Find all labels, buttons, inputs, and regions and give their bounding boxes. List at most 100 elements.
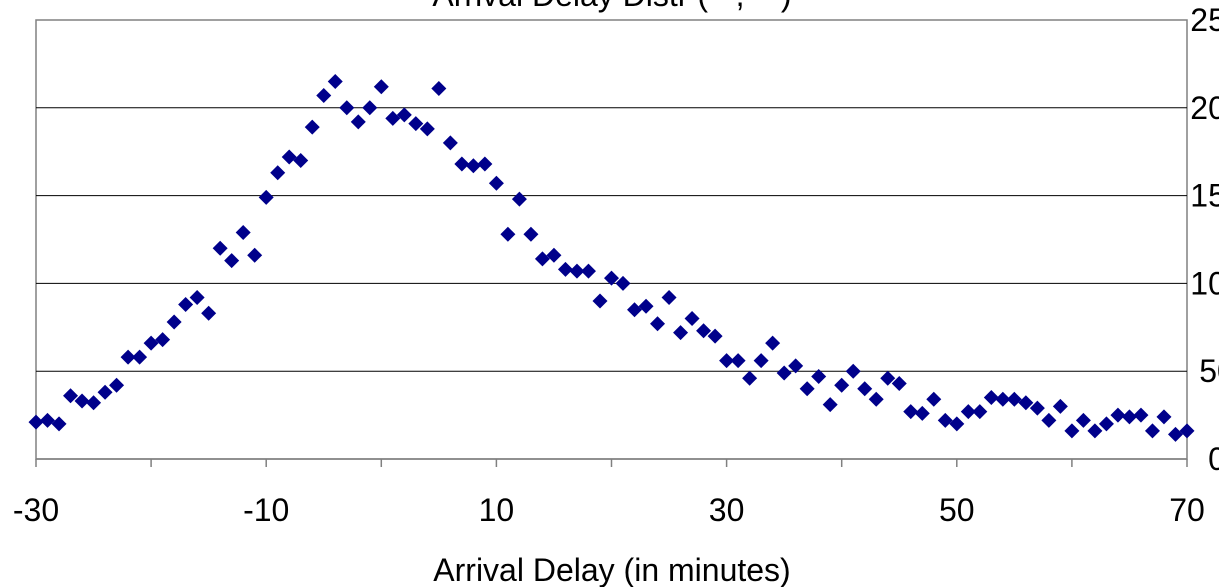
- data-point: [51, 416, 67, 432]
- data-point: [845, 363, 861, 379]
- data-point: [949, 416, 965, 432]
- data-point: [178, 296, 194, 312]
- data-point: [1087, 423, 1103, 439]
- data-point: [753, 353, 769, 369]
- gridlines: [36, 107, 1187, 372]
- data-point: [339, 100, 355, 116]
- data-point: [673, 325, 689, 341]
- data-point: [316, 88, 332, 104]
- data-point: [857, 381, 873, 397]
- data-point: [730, 353, 746, 369]
- data-points: [28, 73, 1195, 442]
- data-point: [1121, 409, 1137, 425]
- x-tick-label: -10: [243, 492, 289, 528]
- data-point: [719, 353, 735, 369]
- data-point: [189, 289, 205, 305]
- data-point: [788, 358, 804, 374]
- x-tick-label: 70: [1169, 492, 1205, 528]
- data-point: [304, 119, 320, 135]
- data-point: [477, 156, 493, 172]
- data-point: [293, 152, 309, 168]
- data-point: [327, 73, 343, 89]
- data-point: [132, 349, 148, 365]
- data-point: [63, 388, 79, 404]
- data-point: [707, 328, 723, 344]
- y-tick-label: 100: [1190, 265, 1219, 301]
- data-point: [684, 311, 700, 327]
- x-tick-label: 50: [939, 492, 975, 528]
- data-point: [1075, 412, 1091, 428]
- data-point: [28, 414, 44, 430]
- x-tick-label: -30: [13, 492, 59, 528]
- data-point: [224, 253, 240, 269]
- data-point: [120, 349, 136, 365]
- data-point: [615, 275, 631, 291]
- data-point: [960, 404, 976, 420]
- data-point: [258, 189, 274, 205]
- data-point: [926, 391, 942, 407]
- data-point: [454, 156, 470, 172]
- data-point: [1041, 412, 1057, 428]
- data-point: [880, 370, 896, 386]
- data-point: [661, 289, 677, 305]
- data-point: [799, 381, 815, 397]
- data-point: [592, 293, 608, 309]
- y-tick-label: 200: [1190, 90, 1219, 126]
- data-point: [972, 404, 988, 420]
- data-point: [86, 395, 102, 411]
- x-tick-label: 10: [479, 492, 515, 528]
- data-point: [465, 158, 481, 174]
- data-point: [201, 305, 217, 321]
- y-tick-label: 50: [1199, 353, 1219, 389]
- y-axis: 0 50 100 150 200 250: [1190, 2, 1219, 477]
- data-point: [1133, 407, 1149, 423]
- data-point: [983, 390, 999, 406]
- data-point: [696, 323, 712, 339]
- data-point: [914, 405, 930, 421]
- data-point: [1110, 407, 1126, 423]
- data-point: [1179, 423, 1195, 439]
- data-point: [765, 335, 781, 351]
- y-tick-label: 250: [1190, 2, 1219, 38]
- data-point: [488, 175, 504, 191]
- data-point: [557, 261, 573, 277]
- data-point: [511, 191, 527, 207]
- data-point: [270, 165, 286, 181]
- data-point: [937, 412, 953, 428]
- data-point: [408, 116, 424, 132]
- data-point: [1144, 423, 1160, 439]
- data-point: [546, 247, 562, 263]
- data-point: [1018, 395, 1034, 411]
- data-point: [811, 368, 827, 384]
- data-point: [1064, 423, 1080, 439]
- data-point: [419, 121, 435, 137]
- data-point: [995, 391, 1011, 407]
- data-point: [580, 263, 596, 279]
- data-point: [1167, 426, 1183, 442]
- data-point: [776, 365, 792, 381]
- data-point: [235, 224, 251, 240]
- data-point: [604, 270, 619, 286]
- data-point: [903, 404, 919, 420]
- data-point: [1098, 416, 1114, 432]
- data-point: [627, 302, 643, 318]
- data-point: [247, 247, 263, 263]
- data-point: [638, 298, 654, 314]
- data-point: [74, 393, 90, 409]
- data-point: [523, 226, 539, 242]
- data-point: [534, 251, 550, 267]
- data-point: [385, 110, 401, 126]
- data-point: [822, 397, 838, 413]
- data-point: [362, 100, 378, 116]
- data-point: [350, 114, 366, 130]
- chart-title: Arrival Delay Distr (~ , ~ ): [432, 0, 791, 13]
- data-point: [396, 107, 412, 123]
- data-point: [40, 412, 56, 428]
- data-point: [155, 332, 171, 348]
- data-point: [281, 149, 297, 165]
- data-point: [834, 377, 850, 393]
- data-point: [143, 335, 159, 351]
- x-axis: -30 -10 10 30 50 70: [13, 458, 1205, 528]
- y-tick-label: 150: [1190, 178, 1219, 214]
